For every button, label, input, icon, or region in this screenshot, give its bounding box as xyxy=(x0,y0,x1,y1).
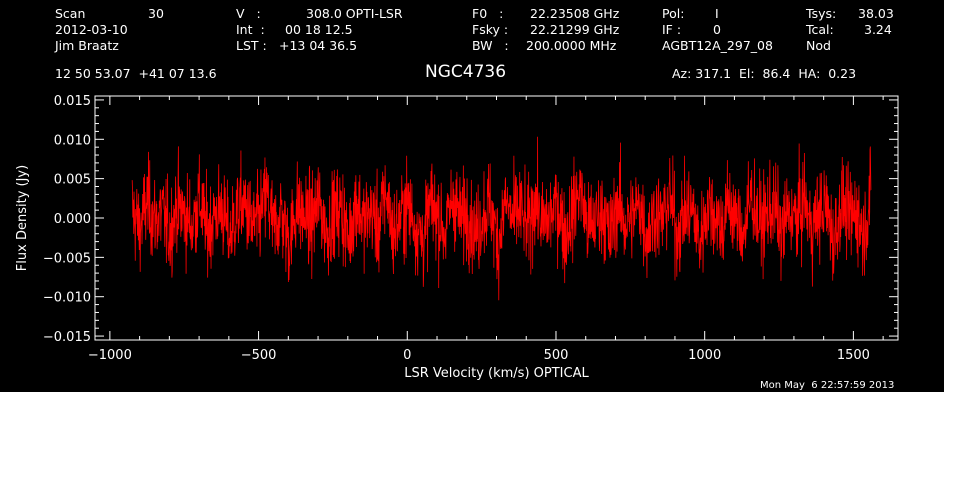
x-tick-label: 1000 xyxy=(688,348,721,363)
pointing-info: Az: 317.1 El: 86.4 HA: 0.23 xyxy=(672,66,857,81)
spectrum-series-line xyxy=(131,136,872,301)
polarization-value: I xyxy=(715,6,719,21)
x-axis-title: LSR Velocity (km/s) OPTICAL xyxy=(404,366,589,381)
y-tick-label: 0.000 xyxy=(54,212,91,227)
y-tick-label: 0.010 xyxy=(54,133,91,148)
lst-value: +13 04 36.5 xyxy=(279,38,358,53)
spectrum-plot: −1000 −500 0 500 1000 1500 −0.015 −0.010 −0.005 0… xyxy=(15,94,899,381)
scan-label: Scan xyxy=(55,6,86,21)
project-id: AGBT12A_297_08 xyxy=(662,38,773,53)
tsys-label: Tsys: xyxy=(806,6,837,21)
y-tick-label: −0.005 xyxy=(43,251,91,266)
y-tick-label: −0.010 xyxy=(43,291,91,306)
x-tick-label: −500 xyxy=(241,348,277,363)
x-tick-label: 1500 xyxy=(837,348,870,363)
bandwidth-label: BW : xyxy=(472,38,509,53)
bandwidth-value: 200.0000 MHz xyxy=(526,38,617,53)
x-tick-label: 500 xyxy=(544,348,569,363)
tcal-label: Tcal: xyxy=(806,22,834,37)
spectrum-panel: Scan 30 2012-03-10 Jim Braatz 12 50 53.0… xyxy=(0,0,944,392)
tsys-value: 38.03 xyxy=(858,6,894,21)
y-tick-label: −0.015 xyxy=(43,330,91,345)
f0-value: 22.23508 GHz xyxy=(530,6,620,21)
source-coordinates: 12 50 53.07 +41 07 13.6 xyxy=(55,66,217,81)
scan-number: 30 xyxy=(148,6,164,21)
if-value: 0 xyxy=(713,22,721,37)
polarization-label: Pol: xyxy=(662,6,685,21)
y-axis-title: Flux Density (Jy) xyxy=(15,165,30,271)
fsky-value: 22.21299 GHz xyxy=(530,22,620,37)
velocity-label: V : xyxy=(236,6,261,21)
y-tick-label: 0.015 xyxy=(54,94,91,109)
velocity-value: 308.0 OPTI-LSR xyxy=(306,6,403,21)
f0-label: F0 : xyxy=(472,6,504,21)
fsky-label: Fsky : xyxy=(472,22,509,37)
integration-value: 00 18 12.5 xyxy=(285,22,353,37)
observation-date: 2012-03-10 xyxy=(55,22,128,37)
observer-name: Jim Braatz xyxy=(55,38,119,53)
observing-mode: Nod xyxy=(806,38,831,53)
chart-title: NGC4736 xyxy=(425,62,507,82)
x-tick-label: 0 xyxy=(403,348,411,363)
lst-label: LST : xyxy=(236,38,267,53)
y-tick-label: 0.005 xyxy=(54,173,91,188)
if-label: IF : xyxy=(662,22,682,37)
integration-label: Int : xyxy=(236,22,265,37)
tcal-value: 3.24 xyxy=(864,22,892,37)
plot-timestamp: Mon May 6 22:57:59 2013 xyxy=(760,380,895,391)
x-tick-label: −1000 xyxy=(88,348,132,363)
